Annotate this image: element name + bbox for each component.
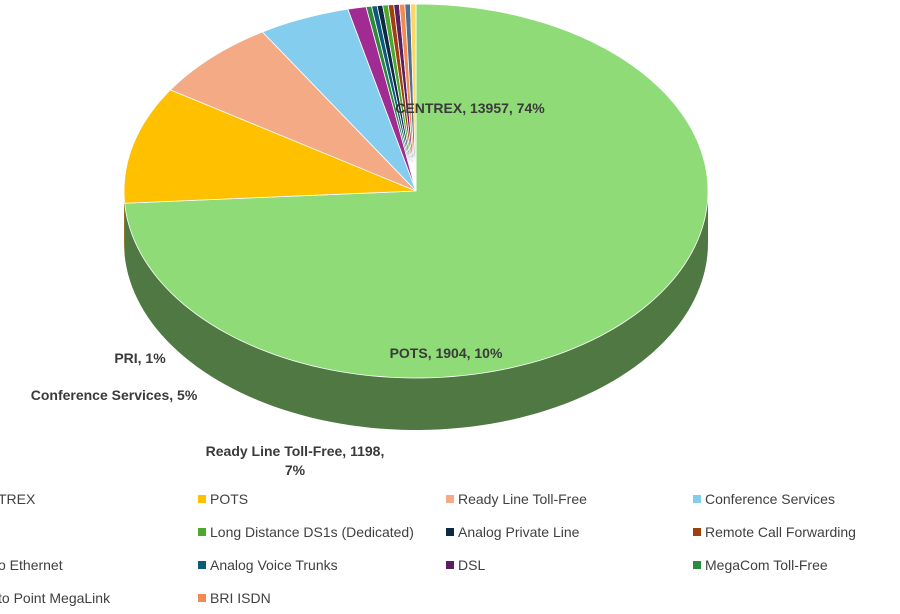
legend-label: Long Distance DS1s (Dedicated): [210, 524, 414, 540]
legend-swatch: [198, 495, 206, 503]
legend-label: Remote Call Forwarding: [705, 524, 856, 540]
legend-item-long-distance-ds1s-dedicated: Long Distance DS1s (Dedicated): [198, 524, 414, 540]
legend-item-trex: TREX: [0, 491, 36, 507]
legend-swatch: [693, 528, 701, 536]
pie-slice-point-to-point-megalink: [410, 3, 417, 192]
pie-top-faces: [123, 3, 709, 379]
legend-label: POTS: [210, 491, 248, 507]
pie-slice-ready-line-toll-free: [169, 31, 417, 192]
legend-label: DSL: [458, 557, 485, 573]
legend-item-dsl: DSL: [446, 557, 485, 573]
pie-slice-pots: [123, 89, 417, 204]
legend-swatch: [446, 495, 454, 503]
pie-side-walls: [124, 191, 709, 430]
legend-label: MegaCom Toll-Free: [705, 557, 828, 573]
legend-swatch: [446, 528, 454, 536]
data-label-centrex: CENTREX, 13957, 74%: [395, 100, 545, 116]
legend-item-to-point-megalink: to Point MegaLink: [0, 590, 111, 606]
legend-item-remote-call-forwarding: Remote Call Forwarding: [693, 524, 856, 540]
data-labels: CENTREX, 13957, 74% POTS, 1904, 10% Ready …: [31, 100, 546, 478]
legend-swatch: [693, 561, 701, 569]
legend-label: Ready Line Toll-Free: [458, 491, 587, 507]
legend-label: Conference Services: [705, 491, 835, 507]
legend-item-analog-voice-trunks: Analog Voice Trunks: [198, 557, 338, 573]
legend-item-bri-isdn: BRI ISDN: [198, 590, 271, 606]
legend-item-megacom-toll-free: MegaCom Toll-Free: [693, 557, 828, 573]
legend-swatch: [198, 528, 206, 536]
legend-label: BRI ISDN: [210, 590, 271, 606]
legend-label: Analog Voice Trunks: [210, 557, 338, 573]
legend-label: Analog Private Line: [458, 524, 580, 540]
pie-slice-conference-services: [261, 8, 417, 192]
pie-side-centrex: [124, 191, 709, 430]
data-label-pots: POTS, 1904, 10%: [390, 345, 503, 361]
legend-item-analog-private-line: Analog Private Line: [446, 524, 580, 540]
legend-item-ready-line-toll-free: Ready Line Toll-Free: [446, 491, 587, 507]
pie-side-pots: [124, 191, 125, 256]
legend-swatch: [446, 561, 454, 569]
legend-swatch: [198, 561, 206, 569]
legend-item-o-ethernet: o Ethernet: [0, 557, 63, 573]
legend-swatch: [198, 594, 206, 602]
legend-label: TREX: [0, 491, 36, 507]
data-label-conference-services: Conference Services, 5%: [31, 387, 198, 403]
legend-swatch: [693, 495, 701, 503]
legend-item-conference-services: Conference Services: [693, 491, 835, 507]
legend-label: o Ethernet: [0, 557, 63, 573]
legend-label: to Point MegaLink: [0, 590, 111, 606]
data-label-pri: PRI, 1%: [114, 350, 166, 366]
legend: TREX POTS Ready Line Toll-Free Conference S…: [0, 491, 856, 606]
legend-item-pots: POTS: [198, 491, 248, 507]
data-label-ready-line-toll-free: Ready Line Toll-Free, 1198, 7%: [206, 443, 385, 478]
